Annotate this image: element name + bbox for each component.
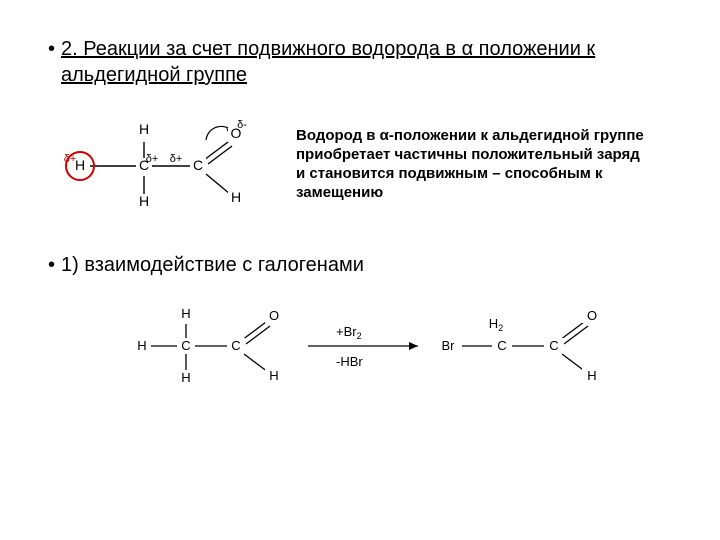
subheading-bullet: • 1) взаимодействие с галогенами — [48, 252, 672, 278]
svg-text:+Br2: +Br2 — [336, 324, 362, 341]
bullet-dot: • — [48, 252, 55, 278]
svg-text:H: H — [137, 338, 146, 353]
svg-text:C: C — [497, 338, 506, 353]
heading-bullet: • 2. Реакции за счет подвижного водорода… — [48, 36, 672, 88]
svg-text:δ-: δ- — [237, 119, 247, 131]
svg-text:C: C — [231, 338, 240, 353]
bullet-dot: • — [48, 36, 55, 62]
svg-text:H: H — [587, 368, 596, 383]
svg-text:-HBr: -HBr — [336, 354, 363, 369]
svg-text:H: H — [139, 121, 149, 137]
svg-text:O: O — [587, 308, 597, 323]
svg-text:H: H — [75, 157, 85, 173]
structure-diagram-1: HCHHCOHδ+δ+δ+δ- — [56, 104, 276, 224]
svg-text:C: C — [181, 338, 190, 353]
svg-text:δ+: δ+ — [146, 153, 159, 165]
svg-text:δ+: δ+ — [64, 153, 77, 165]
svg-text:H: H — [269, 368, 278, 383]
svg-text:H: H — [231, 189, 241, 205]
slide: • 2. Реакции за счет подвижного водорода… — [0, 0, 720, 540]
svg-text:C: C — [193, 157, 203, 173]
svg-text:Br: Br — [442, 338, 456, 353]
diagram-caption: Водород в α-положении к альдегидной груп… — [296, 126, 646, 202]
reaction-diagram: HCHHCOH+Br2-HBrBrCH2COH — [128, 292, 672, 402]
svg-text:δ+: δ+ — [170, 153, 183, 165]
subheading-text: 1) взаимодействие с галогенами — [61, 252, 364, 278]
svg-text:H: H — [181, 306, 190, 321]
svg-text:O: O — [269, 308, 279, 323]
svg-text:H: H — [139, 193, 149, 209]
svg-text:H: H — [181, 370, 190, 385]
svg-text:C: C — [549, 338, 558, 353]
heading-text: 2. Реакции за счет подвижного водорода в… — [61, 36, 672, 88]
row-diagram-caption: HCHHCOHδ+δ+δ+δ- Водород в α-положении к … — [56, 104, 672, 224]
